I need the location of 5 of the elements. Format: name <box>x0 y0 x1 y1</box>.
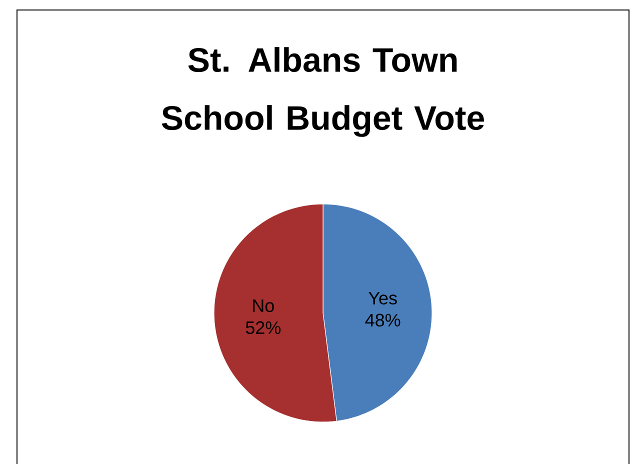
slice-label: No <box>253 299 274 312</box>
chart-title: St. Albans Town School Budget Vote <box>162 47 484 137</box>
data-label: 48% <box>365 314 400 327</box>
slice-label: Yes <box>368 292 397 305</box>
data-label: 52% <box>246 321 281 334</box>
